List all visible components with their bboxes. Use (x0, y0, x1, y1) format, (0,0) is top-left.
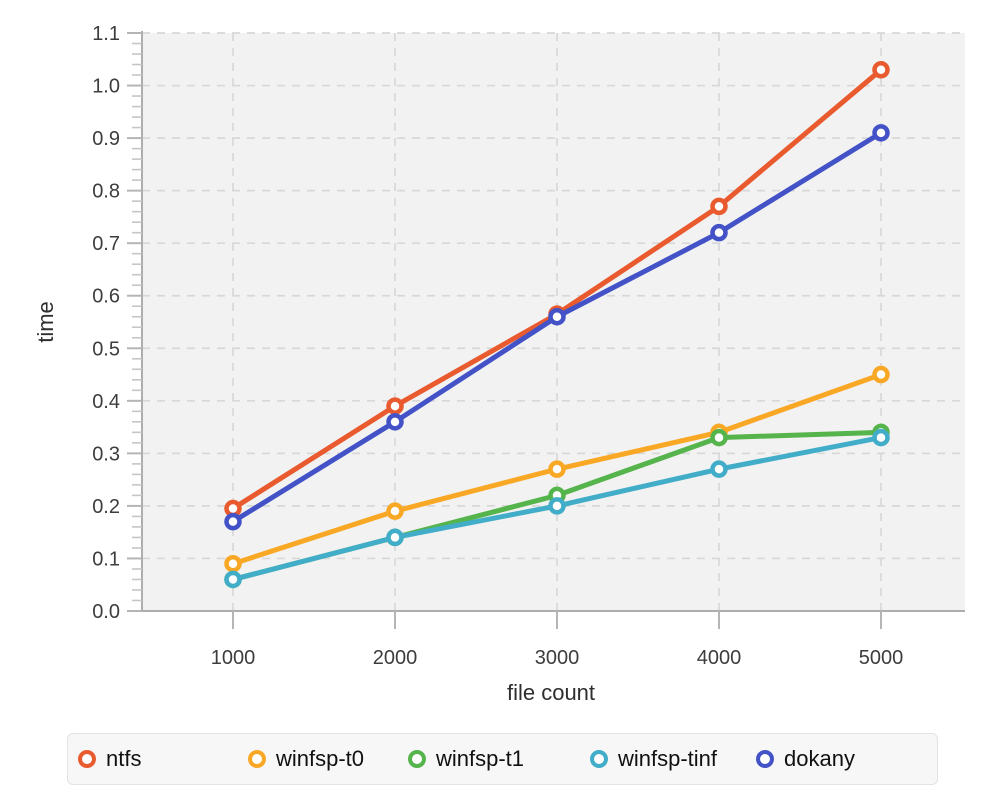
y-axis-title: time (33, 301, 58, 343)
series-winfsp-tinf (224, 428, 890, 589)
series-dokany (224, 124, 890, 531)
data-point-dokany (224, 512, 242, 531)
data-point-winfsp-tinf (224, 570, 242, 589)
x-tick-label: 2000 (373, 647, 418, 669)
data-point-winfsp-t0 (872, 365, 890, 384)
data-point-dokany (710, 223, 728, 242)
y-tick-label: 0.1 (92, 548, 120, 570)
legend-label: winfsp-t1 (436, 746, 525, 771)
y-tick-label: 0.9 (92, 128, 120, 150)
winfsp-t0-marker-icon (248, 750, 266, 768)
x-tick-label: 5000 (859, 647, 904, 669)
x-axis-title: file count (506, 680, 596, 705)
legend-item-winfsp-t0[interactable]: winfsp-t0 (248, 734, 364, 784)
data-point-winfsp-t0 (548, 460, 566, 478)
data-point-winfsp-t0 (386, 502, 404, 520)
y-tick-label: 1.1 (92, 23, 120, 45)
ntfs-marker-icon (78, 750, 96, 768)
legend-label: winfsp-tinf (618, 746, 718, 771)
legend-label: winfsp-t0 (276, 746, 365, 771)
data-point-ntfs (872, 61, 890, 79)
y-tick-label: 0.2 (92, 496, 120, 518)
x-tick-label: 1000 (211, 647, 256, 669)
x-tick-label: 4000 (697, 647, 742, 669)
data-point-ntfs (386, 397, 404, 415)
legend-item-winfsp-tinf[interactable]: winfsp-tinf (590, 734, 717, 784)
legend-item-ntfs[interactable]: ntfs (78, 734, 141, 784)
legend-item-dokany[interactable]: dokany (756, 734, 855, 784)
y-tick-label: 0.8 (92, 181, 120, 203)
data-point-winfsp-tinf (872, 428, 890, 447)
winfsp-tinf-marker-icon (590, 750, 608, 768)
chart-legend: ntfs winfsp-t0 winfsp-t1 winfsp-tinf dok… (67, 733, 938, 785)
x-axis-ticks: 1000 2000 3000 4000 5000 (211, 611, 904, 669)
data-point-winfsp-t0 (224, 554, 242, 573)
data-point-ntfs (710, 197, 728, 216)
data-point-winfsp-tinf (386, 528, 404, 547)
data-point-winfsp-tinf (710, 460, 728, 478)
y-axis-ticks: 0.0 0.1 0.2 0.3 0.4 0.5 0.6 0.7 0.8 0.9 1.0 1.1 (92, 23, 142, 623)
x-tick-label: 3000 (535, 647, 580, 669)
data-point-dokany (872, 124, 890, 142)
y-tick-label: 0.7 (92, 233, 120, 255)
y-tick-label: 0.0 (92, 601, 120, 623)
data-point-dokany (548, 307, 566, 326)
y-tick-label: 0.3 (92, 443, 120, 465)
legend-label: ntfs (106, 746, 142, 771)
y-tick-label: 0.5 (92, 338, 120, 360)
y-tick-label: 0.6 (92, 286, 120, 308)
data-point-winfsp-tinf (548, 497, 566, 515)
dokany-marker-icon (756, 750, 774, 768)
y-minor-ticks (132, 42, 142, 602)
legend-item-winfsp-t1[interactable]: winfsp-t1 (408, 734, 524, 784)
y-tick-label: 0.4 (92, 391, 120, 413)
winfsp-t1-marker-icon (408, 750, 426, 768)
data-point-winfsp-t1 (710, 428, 728, 447)
y-tick-label: 1.0 (92, 76, 120, 98)
legend-label: dokany (784, 746, 855, 771)
data-point-dokany (386, 413, 404, 431)
